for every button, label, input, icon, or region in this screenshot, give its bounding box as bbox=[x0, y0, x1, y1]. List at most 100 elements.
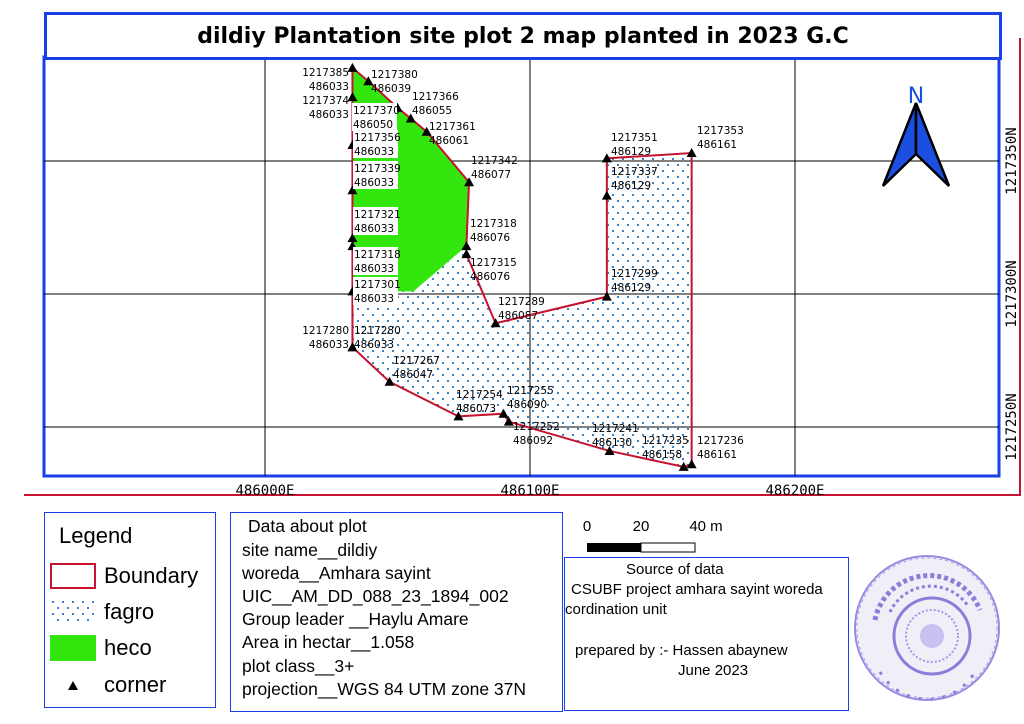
legend-title: Legend bbox=[59, 523, 133, 548]
corner-northing-label: 1217252 bbox=[513, 421, 560, 433]
corner-northing-label: 1217254 bbox=[456, 389, 503, 401]
corner-marker bbox=[686, 148, 697, 158]
label-background bbox=[353, 161, 398, 189]
corner-northing-label: 1217361 bbox=[429, 121, 476, 133]
corner-northing-label: 1217236 bbox=[697, 435, 744, 447]
corner-northing-label: 1217255 bbox=[507, 385, 554, 397]
corner-marker bbox=[604, 445, 615, 455]
corner-northing-label: 1217351 bbox=[611, 132, 658, 144]
label-background bbox=[352, 103, 397, 131]
corner-marker bbox=[347, 233, 358, 243]
easting-label: 486200E bbox=[765, 483, 824, 499]
legend-item-boundary: Boundary bbox=[50, 562, 198, 590]
corner-northing-label: 1217299 bbox=[611, 268, 658, 280]
source-heading: Source of data bbox=[626, 561, 724, 578]
prepared-by: prepared by :- Hassen abaynew bbox=[575, 642, 788, 659]
corner-marker bbox=[347, 185, 358, 195]
corner-easting-label: 486129 bbox=[611, 180, 651, 192]
corner-easting-label: 486033 bbox=[309, 339, 349, 351]
corner-easting-label: 486129 bbox=[611, 282, 651, 294]
legend-panel: Legend Boundary fagro heco corner bbox=[44, 512, 216, 708]
scale-bar-black bbox=[587, 543, 641, 552]
corner-marker bbox=[384, 376, 395, 386]
map-title: dildiy Plantation site plot 2 map plante… bbox=[44, 12, 1002, 60]
corner-marker bbox=[498, 408, 509, 418]
corner-northing-label: 1217267 bbox=[393, 355, 440, 367]
legend-label: fagro bbox=[104, 599, 155, 624]
source-line: CSUBF project amhara sayint woreda bbox=[571, 581, 823, 598]
corner-northing-label: 1217337 bbox=[611, 166, 658, 178]
prepared-date: June 2023 bbox=[678, 662, 749, 679]
corner-northing-label: 1217315 bbox=[470, 257, 517, 269]
corner-marker bbox=[601, 291, 612, 301]
boundary-symbol-icon bbox=[50, 563, 96, 589]
legend-item-heco: heco bbox=[50, 634, 152, 662]
legend-label: corner bbox=[104, 672, 167, 697]
corner-easting-label: 486090 bbox=[507, 399, 547, 411]
corner-marker bbox=[601, 190, 612, 200]
corner-marker bbox=[464, 177, 475, 187]
corner-northing-label: 1217380 bbox=[371, 69, 418, 81]
corner-easting-label: 486033 bbox=[309, 109, 349, 121]
corner-northing-label: 1217339 bbox=[354, 163, 401, 175]
grid-lines bbox=[44, 57, 999, 476]
corner-easting-label: 486033 bbox=[354, 146, 394, 158]
corner-marker bbox=[601, 153, 612, 163]
corner-easting-label: 486033 bbox=[309, 81, 349, 93]
label-background bbox=[353, 277, 398, 305]
corner-northing-label: 1217366 bbox=[412, 91, 459, 103]
easting-label: 486100E bbox=[500, 483, 559, 499]
corner-easting-label: 486161 bbox=[697, 449, 737, 461]
corner-marker bbox=[405, 113, 416, 123]
corner-easting-label: 486047 bbox=[393, 369, 433, 381]
corner-marker bbox=[503, 416, 514, 426]
plot-data-line: projection__WGS 84 UTM zone 37N bbox=[242, 679, 527, 699]
corner-marker bbox=[686, 459, 697, 469]
corner-northing-label: 1217318 bbox=[470, 218, 517, 230]
heco-symbol-icon bbox=[50, 635, 96, 661]
north-label: N bbox=[908, 84, 924, 109]
corner-marker bbox=[347, 62, 358, 72]
corner-easting-label: 486073 bbox=[456, 403, 496, 415]
label-background bbox=[353, 247, 398, 275]
corner-northing-label: 1217342 bbox=[471, 155, 518, 167]
official-stamp bbox=[854, 555, 1000, 701]
plot-data-line: Area in hectar__1.058 bbox=[242, 632, 415, 652]
easting-label: 486000E bbox=[235, 483, 294, 499]
corner-easting-label: 486033 bbox=[354, 223, 394, 235]
corner-marker bbox=[347, 342, 358, 352]
northing-label: 1217350N bbox=[1004, 127, 1020, 194]
corner-easting-label: 486087 bbox=[498, 310, 538, 322]
corner-easting-label: 486033 bbox=[354, 177, 394, 189]
corner-marker bbox=[421, 126, 432, 136]
corner-marker bbox=[347, 92, 358, 102]
source-line: cordination unit bbox=[565, 601, 667, 618]
corner-northing-label: 1217235 bbox=[642, 435, 689, 447]
corner-easting-label: 486076 bbox=[470, 271, 510, 283]
corner-northing-label: 1217241 bbox=[592, 423, 639, 435]
corner-easting-label: 486050 bbox=[353, 119, 393, 131]
corner-marker bbox=[363, 76, 374, 86]
corner-northing-label: 1217289 bbox=[498, 296, 545, 308]
legend-label: heco bbox=[104, 635, 152, 660]
fagro-symbol-icon bbox=[50, 599, 96, 625]
corner-northing-label: 1217356 bbox=[354, 132, 401, 144]
corner-northing-label: 1217374 bbox=[302, 95, 349, 107]
plot-data-line: plot class__3+ bbox=[242, 656, 355, 676]
corner-marker bbox=[453, 411, 464, 421]
legend-item-corner: corner bbox=[50, 671, 166, 699]
legend-label: Boundary bbox=[104, 563, 199, 588]
corner-easting-label: 486077 bbox=[471, 169, 511, 181]
corner-labels: 1217385 486033 1217380 486039 1217374 486033 1… bbox=[302, 67, 744, 461]
corner-easting-label: 486039 bbox=[371, 83, 411, 95]
corner-northing-label: 1217370 bbox=[353, 105, 400, 117]
corner-easting-label: 486076 bbox=[470, 232, 510, 244]
north-arrow-icon: N bbox=[881, 84, 951, 187]
scale-label: 20 bbox=[633, 518, 650, 535]
scale-label: 0 bbox=[583, 518, 591, 535]
corner-easting-label: 486161 bbox=[697, 139, 737, 151]
corner-northing-label: 1217280 bbox=[302, 325, 349, 337]
corner-triangle-icon bbox=[68, 681, 78, 690]
corner-easting-label: 486033 bbox=[354, 263, 394, 275]
